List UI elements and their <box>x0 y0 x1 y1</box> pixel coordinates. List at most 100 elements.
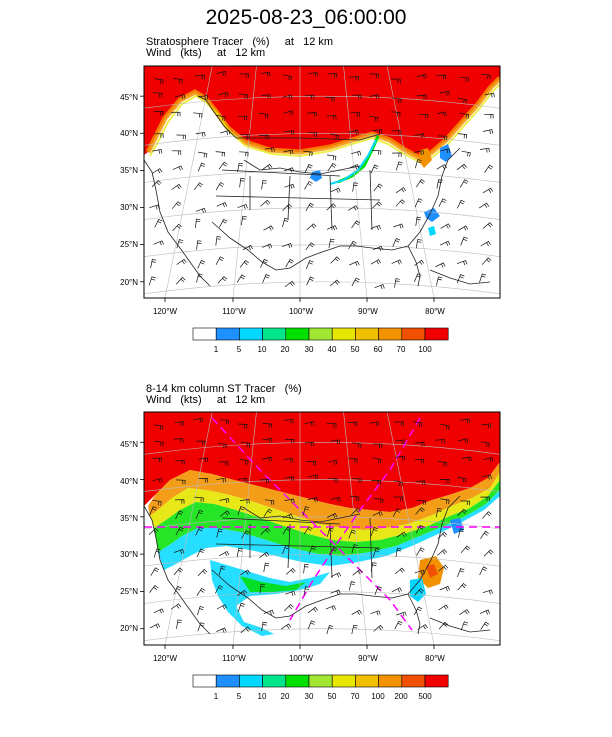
panel1-colorbar <box>192 327 449 341</box>
wind-barb <box>481 257 492 265</box>
wind-barb <box>239 177 245 188</box>
wind-barb <box>285 258 294 268</box>
wind-barb <box>459 609 470 615</box>
wind-barb <box>283 167 295 173</box>
wind-barb <box>153 92 163 98</box>
wind-barb <box>395 547 402 558</box>
wind-barb <box>438 198 447 208</box>
wind-barb <box>413 606 423 616</box>
wind-barb <box>394 567 405 575</box>
wind-barb <box>394 421 404 426</box>
wind-barb <box>372 245 384 252</box>
wind-barb <box>176 258 187 265</box>
longitude-line <box>343 66 368 298</box>
wind-barb <box>308 474 319 480</box>
panel2-lat-label: 35°N <box>120 514 138 523</box>
wind-barb <box>260 71 271 77</box>
wind-barb <box>264 499 275 505</box>
wind-barb <box>349 260 360 267</box>
wind-barb <box>480 496 490 501</box>
wind-barb <box>259 112 269 119</box>
wind-barb <box>348 129 360 135</box>
wind-barb <box>461 150 471 157</box>
wind-barb <box>414 133 425 139</box>
wind-barb <box>327 162 337 172</box>
wind-barb <box>195 526 204 536</box>
wind-barb <box>482 222 493 229</box>
wind-barb <box>242 244 253 251</box>
wind-barb <box>373 183 383 192</box>
panel1-colorbar-box <box>239 327 263 341</box>
wind-barb <box>326 527 334 537</box>
panel2-magenta-crosssection <box>144 417 500 631</box>
wind-barb <box>460 545 471 554</box>
wind-barb <box>153 111 164 116</box>
wind-barb <box>259 479 270 484</box>
panel1-colorbar-label: 50 <box>350 345 360 354</box>
wind-barb <box>456 260 468 266</box>
wind-barb <box>263 225 274 231</box>
wind-barb <box>304 421 315 426</box>
wind-barb <box>261 94 271 99</box>
wind-barb <box>352 182 358 192</box>
wind-barb <box>370 259 381 265</box>
panel2-colorbar-box <box>239 674 263 688</box>
wind-barb <box>303 563 309 574</box>
wind-barb <box>196 273 203 283</box>
panel1-colorbar-box <box>285 327 310 341</box>
wind-barb <box>239 260 249 268</box>
panel2-colorbar-box <box>262 674 287 688</box>
wind-barb <box>394 620 403 630</box>
wind-barb <box>175 459 185 465</box>
wind-barb <box>307 132 317 137</box>
panel2-colorbar-label: 5 <box>236 692 242 701</box>
wind-barb <box>415 216 421 227</box>
wind-barb <box>395 455 406 461</box>
wind-barb <box>330 496 341 502</box>
wind-barb <box>304 164 313 173</box>
wind-barb <box>284 498 295 504</box>
panel1-lon-label: 80°W <box>425 307 445 316</box>
wind-barb <box>175 94 186 100</box>
wind-barb <box>216 604 228 610</box>
wind-barb <box>369 94 380 99</box>
panel1-colorbar-box <box>262 327 287 341</box>
panel2-colorbar-label: 50 <box>327 692 337 701</box>
wind-barb <box>196 587 206 597</box>
wind-barb <box>216 70 227 76</box>
wind-barb <box>482 187 494 194</box>
wind-barb <box>330 439 341 445</box>
wind-barb <box>217 442 227 449</box>
wind-barb <box>193 112 203 118</box>
wind-barb <box>196 240 202 250</box>
wind-barb <box>483 549 494 557</box>
wind-barb <box>440 498 450 505</box>
panel1-lon-label: 120°W <box>152 307 178 316</box>
wind-barb <box>176 239 184 249</box>
wind-barb <box>237 506 245 516</box>
wind-barb <box>216 627 227 633</box>
wind-barb <box>480 530 489 539</box>
wind-barb <box>151 180 162 188</box>
wind-barb <box>173 567 184 576</box>
panel1-frame <box>143 65 501 299</box>
wind-barb <box>391 259 402 265</box>
wind-barb <box>284 438 295 444</box>
wind-barb <box>215 256 224 265</box>
wind-barb <box>370 224 381 231</box>
wind-barb <box>370 610 381 616</box>
wind-barb <box>175 526 184 536</box>
wind-barb <box>285 568 296 575</box>
panel1-colorbar-box <box>215 327 240 341</box>
wind-barb <box>219 218 228 228</box>
wind-barb <box>306 223 317 231</box>
wind-barb <box>194 496 204 502</box>
wind-barb <box>283 458 294 463</box>
panel1-colorbar-box <box>331 327 356 341</box>
wind-barb <box>154 424 164 430</box>
panel2-cyan-band <box>158 490 500 570</box>
panel1-colorbar-box <box>355 327 379 341</box>
wind-barb <box>241 530 250 539</box>
wind-barb <box>197 605 205 616</box>
wind-barb <box>457 133 468 139</box>
